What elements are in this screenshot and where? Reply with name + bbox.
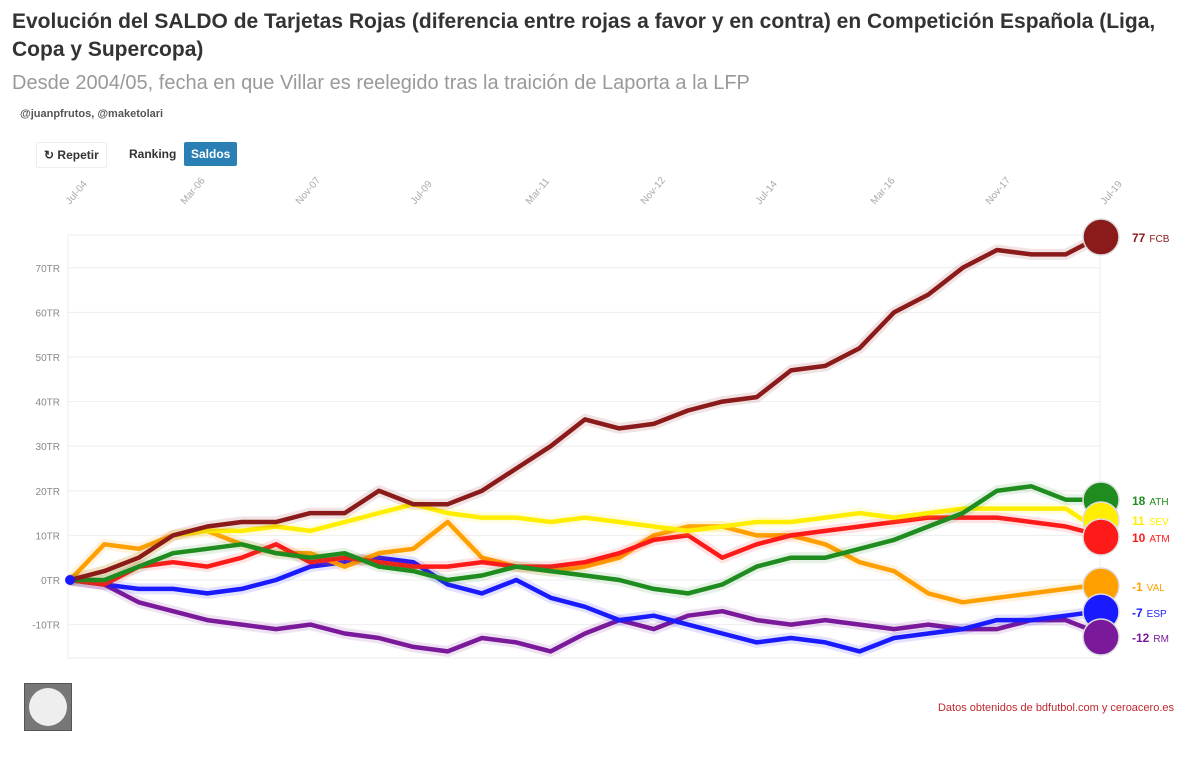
start-point [65,575,75,585]
series-line-esp [69,555,1101,654]
author-logo [24,683,72,731]
credits: @juanpfrutos, @maketolari [20,108,164,120]
y-tick-label: 60TR [36,308,60,319]
end-label-rm: -12 RM [1132,631,1169,645]
series-line-rm [69,577,1101,654]
end-label-ath: 18 ATH [1132,494,1169,508]
ranking-button[interactable]: Ranking [129,147,177,161]
saldos-button[interactable]: Saldos [184,142,238,166]
team-crest-fcb [1082,218,1120,256]
x-tick-label: Jul-04 [64,179,90,207]
end-label-fcb: 77 FCB [1132,231,1170,245]
y-tick-label: 50TR [36,353,60,364]
chart-title: Evolución del SALDO de Tarjetas Rojas (d… [12,10,1156,61]
replay-icon: ↻ [44,148,55,162]
end-label-sev: 11 SEV [1132,514,1169,528]
series-line-sev [69,501,1102,583]
y-tick-label: 70TR [36,264,60,275]
x-tick-label: Jul-14 [754,179,780,207]
line-chart: -10TR 0TR 10TR 20TR 30TR 40TR 50TR 60TR 70TR Jul-… [32,175,1170,659]
x-tick-label: Mar-11 [524,176,553,207]
y-tick-label: 10TR [36,531,60,542]
chart-subtitle: Desde 2004/05, fecha en que Villar es re… [12,72,750,94]
y-tick-label: 0TR [41,576,60,587]
y-tick-label: 40TR [36,398,60,409]
team-crest-rm [1082,618,1120,656]
end-label-atm: 10 ATM [1132,531,1170,545]
y-tick-label: 30TR [36,442,60,453]
series-line-ath [70,484,1100,596]
repeat-button[interactable]: ↻ Repetir [36,142,107,168]
y-tick-label: -10TR [32,621,60,632]
x-tick-label: Nov-12 [639,175,668,207]
team-crest-atm [1082,518,1120,556]
y-tick-label: 20TR [36,487,60,498]
repeat-label: Repetir [57,148,99,162]
x-tick-label: Mar-06 [179,175,208,207]
series-glow-fcb [68,231,1103,586]
x-tick-label: Nov-17 [984,175,1013,207]
series-line-fcb [69,234,1102,583]
x-tick-label: Mar-16 [869,175,898,207]
data-source: Datos obtenidos de bdfutbol.com y ceroac… [937,702,1174,714]
x-tick-label: Jul-09 [409,179,435,207]
end-label-esp: -7 ESP [1132,606,1167,620]
series-line-atm [69,515,1101,587]
x-tick-label: Nov-07 [294,175,323,207]
end-label-val: -1 VAL [1132,580,1165,594]
x-tick-label: Jul-19 [1099,179,1125,207]
